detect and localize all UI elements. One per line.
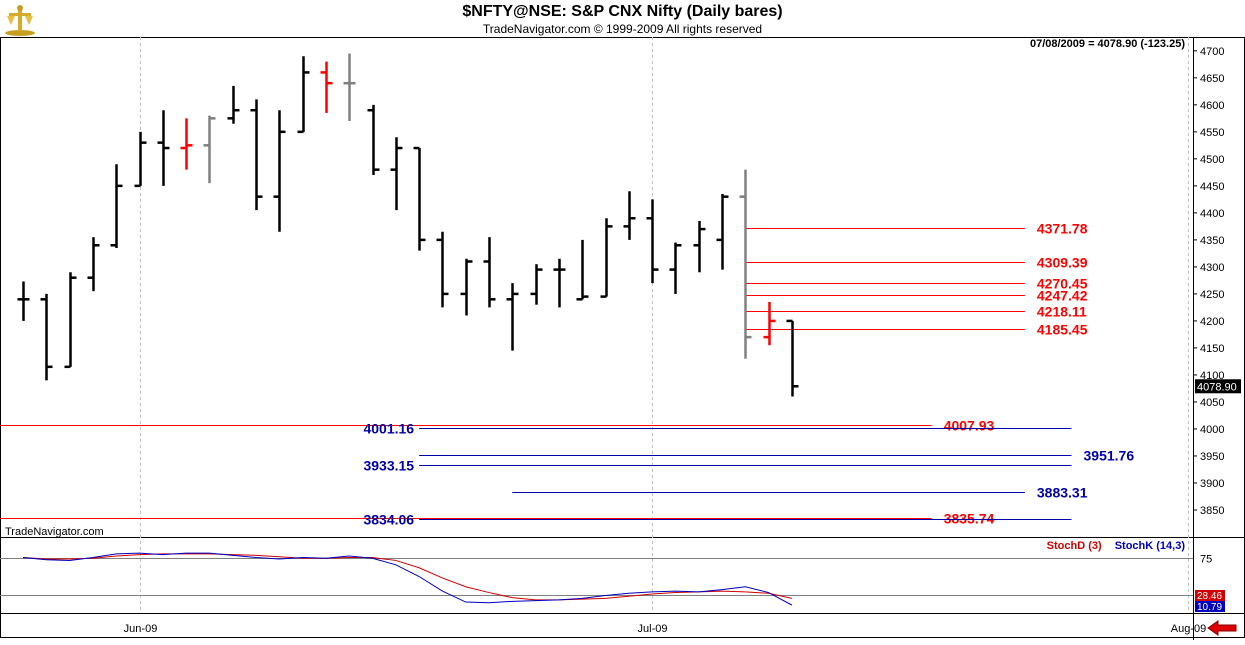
ohlc-bar (203, 115, 216, 184)
level-label: 3834.06 (363, 512, 414, 528)
stoch-d-line (22, 553, 793, 601)
last-value-tag (1195, 379, 1241, 394)
ohlc-bar (646, 199, 659, 284)
y-tick-label: 4350 (1200, 235, 1224, 247)
chart-title: $NFTY@NSE: S&P CNX Nifty (Daily bares) (462, 3, 783, 20)
y-tick-label: 4700 (1200, 46, 1224, 58)
last-value-label: 4078.90 (1197, 381, 1237, 393)
ohlc-bar (390, 137, 403, 211)
ohlc-bar (576, 239, 589, 301)
level-label: 3883.31 (1037, 485, 1088, 501)
ohlc-bar (40, 293, 53, 381)
ohlc-bar (180, 118, 193, 170)
y-tick-label: 4550 (1200, 127, 1224, 139)
legend-stoch-k: StochK (14,3) (1114, 540, 1185, 552)
ohlc-bar (506, 283, 519, 351)
y-tick-label: 4400 (1200, 208, 1224, 220)
ohlc-bar (227, 85, 240, 124)
y-tick-label: 3950 (1200, 451, 1224, 463)
ohlc-bar (110, 164, 123, 248)
y-tick-label: 4500 (1200, 154, 1224, 166)
last-price-info: 07/08/2009 = 4078.90 (-123.25) (1029, 38, 1185, 50)
ohlc-bar (64, 272, 77, 369)
ohlc-bar (413, 146, 426, 251)
ohlc-bar (460, 258, 473, 316)
ohlc-bar (436, 231, 449, 308)
level-label: 4185.45 (1037, 322, 1088, 338)
level-label: 4309.39 (1037, 255, 1088, 271)
y-tick-label: 3900 (1200, 478, 1224, 490)
oscillator-legend: StochD (3) StochK (14,3) (1047, 540, 1185, 552)
ohlc-bar (763, 302, 776, 346)
ohlc-bar (483, 237, 496, 308)
y-tick-label: 4250 (1200, 289, 1224, 301)
level-label: 3951.76 (1084, 448, 1135, 464)
stoch-k-tag (1195, 601, 1225, 612)
y-tick-label: 3850 (1200, 505, 1224, 517)
y-tick-label: 4650 (1200, 73, 1224, 85)
ohlc-bar (786, 319, 799, 397)
ohlc-bar (693, 220, 706, 273)
ohlc-bar (600, 218, 613, 298)
y-tick-label: 4000 (1200, 424, 1224, 436)
level-label: 4371.78 (1037, 221, 1088, 237)
watermark-text: TradeNavigator.com (5, 526, 104, 538)
ohlc-bar (87, 237, 100, 292)
level-label: 4007.93 (944, 418, 995, 434)
y-tick-label: 4600 (1200, 100, 1224, 112)
ohlc-bar (669, 242, 682, 294)
stoch-k-line (22, 552, 793, 606)
tradenavigator-logo-icon (3, 3, 37, 37)
y-tick-label: 4050 (1200, 397, 1224, 409)
ohlc-bar (530, 264, 543, 305)
y-tick-label: 4100 (1200, 370, 1224, 382)
legend-stoch-d: StochD (3) (1046, 540, 1102, 552)
ohlc-bar (320, 61, 333, 113)
ohlc-bar (367, 104, 380, 176)
ohlc-bar (157, 110, 170, 186)
level-label: 3933.15 (363, 458, 414, 474)
scroll-left-arrow-icon[interactable] (1207, 620, 1237, 641)
ohlc-bar (134, 131, 147, 188)
y-tick-label: 4200 (1200, 316, 1224, 328)
stoch-d-value: 28.46 (1197, 591, 1222, 602)
stoch-k-value: 10.79 (1197, 602, 1222, 613)
level-label: 3835.74 (944, 511, 995, 527)
y-tick-label: 4450 (1200, 181, 1224, 193)
chart-copyright: TradeNavigator.com © 1999-2009 All right… (482, 22, 763, 36)
ohlc-bar (553, 258, 566, 308)
ohlc-bar (739, 169, 752, 359)
x-tick-label: Jul-09 (638, 623, 668, 635)
ohlc-bar (297, 56, 310, 134)
y-tick-label: 4300 (1200, 262, 1224, 274)
osc-tick-label: 75 (1200, 554, 1212, 566)
ohlc-bar (250, 99, 263, 211)
level-label: 4001.16 (363, 421, 414, 437)
x-tick-label: Jun-09 (124, 623, 158, 635)
x-tick-label: Aug-09 (1171, 623, 1206, 635)
y-tick-label: 4150 (1200, 343, 1224, 355)
ohlc-bar (623, 191, 636, 240)
level-label: 4270.45 (1037, 276, 1088, 292)
ohlc-bar (273, 110, 286, 232)
ohlc-bar (343, 53, 356, 122)
ohlc-bar (17, 281, 30, 321)
level-label: 4247.42 (1037, 288, 1088, 304)
stoch-d-tag (1195, 590, 1225, 601)
ohlc-bar (716, 193, 729, 270)
level-label: 4218.11 (1037, 304, 1087, 320)
